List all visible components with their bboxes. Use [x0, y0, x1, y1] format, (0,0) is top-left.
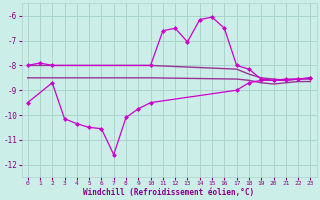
- X-axis label: Windchill (Refroidissement éolien,°C): Windchill (Refroidissement éolien,°C): [84, 188, 255, 197]
